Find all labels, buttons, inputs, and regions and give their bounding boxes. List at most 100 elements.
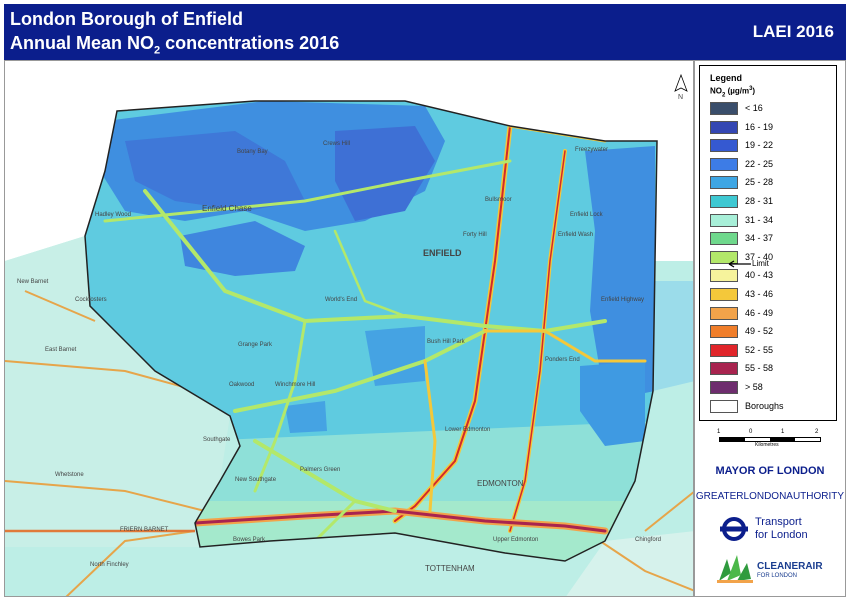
place-label: ENFIELD bbox=[423, 248, 462, 258]
place-label: Palmers Green bbox=[300, 467, 340, 473]
brand-label: LAEI 2016 bbox=[752, 22, 834, 41]
subtitle-text-end: concentrations 2016 bbox=[160, 33, 340, 53]
legend-label: 34 - 37 bbox=[745, 233, 774, 244]
legend-swatch bbox=[710, 269, 738, 283]
gla-logo: GREATERLONDONAUTHORITY bbox=[695, 491, 845, 502]
legend-label: 37 - 40 bbox=[745, 251, 774, 262]
legend-swatch bbox=[710, 213, 738, 227]
legend-label: 46 - 49 bbox=[745, 307, 774, 318]
legend-label: > 58 bbox=[745, 382, 763, 392]
tfl-line2: for London bbox=[755, 529, 808, 541]
place-label: Crews Hill bbox=[323, 141, 350, 147]
scale-tick: 1 bbox=[781, 429, 785, 435]
cleaner-air-title: CLEANERAIR bbox=[757, 561, 823, 572]
legend-label: 49 - 52 bbox=[745, 326, 774, 337]
legend-item: 43 - 46 bbox=[710, 288, 835, 302]
place-label: Ponders End bbox=[545, 357, 580, 363]
unit-text-end: ) bbox=[752, 86, 756, 96]
place-label: Bowes Park bbox=[233, 537, 266, 543]
legend-label: 40 - 43 bbox=[745, 270, 774, 281]
legend-item: 49 - 52 bbox=[710, 325, 835, 339]
place-label: North Finchley bbox=[90, 562, 129, 568]
legend-swatch bbox=[710, 343, 738, 357]
legend-swatch bbox=[710, 362, 738, 376]
limit-label: Limit bbox=[752, 259, 769, 268]
place-label: Freezywater bbox=[575, 147, 608, 153]
legend-label: 25 - 28 bbox=[745, 177, 774, 188]
scale-tick: 2 bbox=[815, 429, 819, 435]
place-label: Upper Edmonton bbox=[493, 537, 538, 543]
place-label: Southgate bbox=[203, 437, 231, 443]
legend-swatch bbox=[710, 102, 738, 115]
legend-swatch bbox=[710, 381, 738, 394]
scale-bar: 1 0 1 2 Kilometres bbox=[715, 429, 825, 449]
legend-item: 55 - 58 bbox=[710, 362, 835, 376]
mayor-of-london-logo: MAYOR OF LONDON bbox=[715, 465, 825, 477]
legend-swatch bbox=[710, 157, 738, 171]
legend-item: 37 - 40 bbox=[710, 250, 835, 265]
place-label: New Barnet bbox=[17, 279, 49, 285]
legend-label: 52 - 55 bbox=[745, 344, 774, 355]
scale-unit: Kilometres bbox=[755, 442, 779, 448]
legend-item: 25 - 28 bbox=[710, 176, 835, 190]
legend: Legend NO2 (µg/m3) < 16 16 - 19 19 - 22 22 … bbox=[699, 65, 837, 421]
place-label: Winchmore Hill bbox=[275, 382, 315, 388]
legend-label: 28 - 31 bbox=[745, 196, 774, 206]
unit-subscript: 2 bbox=[722, 92, 726, 99]
tfl-roundel-icon bbox=[720, 517, 748, 541]
scale-tick: 1 bbox=[717, 429, 721, 435]
subtitle-text: Annual Mean NO bbox=[10, 33, 155, 53]
legend-label: < 16 bbox=[745, 103, 763, 113]
legend-swatch bbox=[710, 139, 738, 153]
legend-label: 19 - 22 bbox=[745, 140, 774, 151]
arrow-left-icon bbox=[728, 260, 751, 268]
place-label: Cockfosters bbox=[75, 297, 107, 303]
place-label: Enfield Highway bbox=[601, 297, 644, 303]
legend-panel: Legend NO2 (µg/m3) < 16 16 - 19 19 - 22 22 … bbox=[694, 60, 846, 597]
legend-swatch bbox=[710, 325, 738, 339]
tfl-line1: Transport bbox=[755, 516, 802, 528]
legend-swatch bbox=[710, 288, 738, 301]
legend-swatch bbox=[710, 399, 738, 413]
legend-label: 55 - 58 bbox=[745, 363, 774, 374]
place-label: Forty Hill bbox=[463, 232, 487, 238]
place-label: Whetstone bbox=[55, 472, 84, 478]
place-label: World's End bbox=[325, 297, 357, 303]
legend-item: 19 - 22 bbox=[710, 139, 835, 153]
map-canvas: N Botany Bay Crews Hill Bullsmoor Freezy… bbox=[5, 61, 693, 596]
legend-item: 52 - 55 bbox=[710, 343, 835, 358]
place-label: Enfield Wash bbox=[558, 232, 593, 238]
place-label: FRIERN BARNET bbox=[120, 527, 169, 533]
scale-tick: 0 bbox=[749, 429, 753, 435]
leaf-icon bbox=[717, 555, 753, 583]
north-label: N bbox=[678, 94, 683, 101]
legend-swatch bbox=[710, 250, 738, 264]
cleaner-air-sub: FOR LONDON bbox=[757, 573, 798, 579]
legend-item: Boroughs bbox=[710, 399, 835, 414]
place-label: Hadley Wood bbox=[95, 212, 131, 218]
place-label: Oakwood bbox=[229, 382, 254, 388]
unit-superscript: 3 bbox=[749, 86, 753, 92]
cleaner-air-logo: CLEANERAIR FOR LONDON bbox=[717, 553, 837, 587]
place-label: Bush Hill Park bbox=[427, 339, 466, 345]
legend-title: Legend bbox=[710, 73, 743, 83]
legend-item: > 58 bbox=[710, 381, 835, 395]
place-label: Botany Bay bbox=[237, 149, 268, 155]
legend-label: 31 - 34 bbox=[745, 214, 774, 225]
legend-label: 16 - 19 bbox=[745, 121, 774, 132]
map-title: London Borough of Enfield bbox=[10, 9, 243, 29]
legend-label: Boroughs bbox=[745, 400, 784, 411]
no2-map[interactable]: N Botany Bay Crews Hill Bullsmoor Freezy… bbox=[4, 60, 694, 597]
legend-item: 31 - 34 bbox=[710, 213, 835, 228]
place-label: East Barnet bbox=[45, 347, 77, 353]
map-subtitle: Annual Mean NO2 concentrations 2016 bbox=[10, 33, 339, 57]
place-label: EDMONTON bbox=[477, 479, 524, 488]
place-label: New Southgate bbox=[235, 477, 277, 483]
scale-bar-graphic bbox=[719, 437, 821, 442]
legend-swatch bbox=[710, 232, 738, 246]
place-label: Lower Edmonton bbox=[445, 427, 490, 433]
map-header: London Borough of Enfield Annual Mean NO… bbox=[4, 4, 846, 60]
unit-text: NO bbox=[710, 86, 722, 96]
legend-item: < 16 bbox=[710, 102, 835, 116]
legend-unit: NO2 (µg/m3) bbox=[710, 86, 755, 98]
